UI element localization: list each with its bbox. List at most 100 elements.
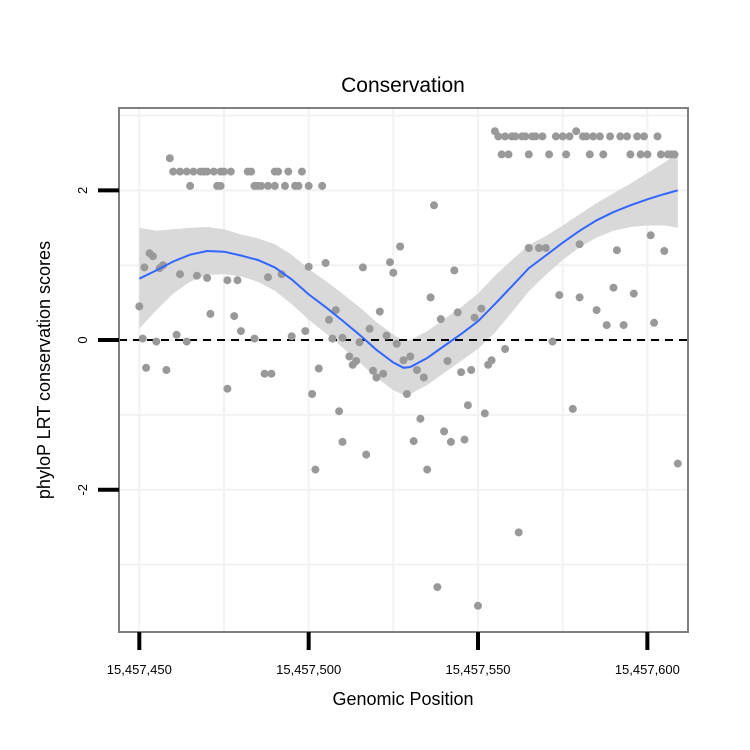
data-point bbox=[575, 240, 584, 249]
data-point bbox=[457, 368, 466, 377]
data-point bbox=[430, 201, 438, 210]
data-point bbox=[338, 437, 347, 446]
data-point bbox=[304, 181, 313, 190]
data-point bbox=[602, 321, 611, 330]
data-point bbox=[453, 308, 462, 317]
data-point bbox=[308, 390, 317, 398]
data-point bbox=[406, 352, 415, 361]
data-point bbox=[653, 132, 662, 141]
data-point bbox=[294, 181, 303, 190]
data-point bbox=[223, 384, 232, 393]
data-point bbox=[409, 437, 418, 446]
data-point bbox=[189, 167, 198, 176]
data-point bbox=[382, 331, 391, 340]
data-point bbox=[572, 127, 581, 136]
y-tick-label: 0 bbox=[75, 336, 90, 343]
data-point bbox=[176, 270, 184, 279]
data-point bbox=[325, 315, 333, 324]
data-point bbox=[257, 181, 266, 190]
data-point bbox=[555, 291, 564, 300]
data-point bbox=[220, 167, 228, 176]
data-point bbox=[365, 324, 374, 333]
data-point bbox=[504, 150, 513, 159]
data-point bbox=[633, 132, 642, 141]
data-point bbox=[626, 150, 635, 159]
data-point bbox=[135, 302, 144, 311]
data-point bbox=[236, 327, 245, 336]
data-point bbox=[419, 373, 428, 382]
x-tick-label: 15,457,550 bbox=[445, 662, 510, 677]
data-point bbox=[524, 150, 533, 159]
data-point bbox=[297, 167, 306, 176]
data-point bbox=[545, 150, 554, 159]
data-point bbox=[138, 334, 147, 343]
chart-title: Conservation bbox=[341, 74, 465, 97]
data-point bbox=[392, 339, 401, 348]
data-point bbox=[480, 409, 489, 418]
y-tick-label: -2 bbox=[75, 484, 90, 496]
data-point bbox=[609, 283, 618, 292]
data-point bbox=[446, 437, 455, 446]
data-point bbox=[585, 150, 594, 159]
data-point bbox=[616, 132, 625, 141]
data-point bbox=[396, 242, 405, 251]
data-point bbox=[142, 363, 151, 372]
data-point bbox=[423, 465, 432, 474]
data-point bbox=[541, 244, 550, 252]
data-point bbox=[670, 150, 679, 159]
data-point bbox=[355, 338, 364, 347]
data-point bbox=[321, 259, 330, 267]
data-points bbox=[135, 127, 682, 610]
data-point bbox=[301, 327, 310, 336]
data-point bbox=[375, 307, 384, 316]
data-point bbox=[267, 369, 276, 378]
data-point bbox=[152, 337, 161, 346]
data-point bbox=[233, 276, 242, 285]
data-point bbox=[548, 337, 557, 346]
data-point bbox=[386, 258, 394, 267]
data-point bbox=[673, 459, 682, 468]
confidence-band bbox=[139, 152, 678, 395]
data-point bbox=[460, 435, 469, 444]
data-point bbox=[162, 366, 171, 374]
data-point bbox=[443, 357, 452, 365]
data-point bbox=[250, 334, 259, 343]
data-point bbox=[463, 401, 472, 410]
data-point bbox=[369, 366, 377, 375]
data-point bbox=[182, 167, 191, 176]
data-point bbox=[284, 167, 293, 176]
data-point bbox=[416, 414, 425, 423]
data-point bbox=[477, 304, 486, 313]
data-point bbox=[595, 132, 604, 141]
data-point bbox=[433, 583, 442, 592]
data-point bbox=[216, 181, 225, 190]
x-tick-label: 15,457,600 bbox=[615, 662, 680, 677]
data-point bbox=[203, 167, 212, 176]
data-point bbox=[331, 306, 340, 315]
data-point bbox=[629, 289, 638, 298]
smooth-line bbox=[138, 189, 679, 369]
data-point bbox=[176, 167, 184, 176]
data-point bbox=[338, 333, 347, 342]
x-tick-label: 15,457,450 bbox=[107, 662, 172, 677]
data-point bbox=[535, 244, 543, 252]
data-point bbox=[511, 132, 520, 141]
data-point bbox=[575, 293, 584, 302]
data-point bbox=[551, 132, 560, 141]
data-point bbox=[172, 330, 181, 339]
data-point bbox=[470, 313, 479, 322]
data-point bbox=[223, 276, 232, 285]
data-point bbox=[565, 132, 574, 141]
y-tick-label: 2 bbox=[75, 187, 90, 194]
data-point bbox=[192, 271, 201, 280]
data-point bbox=[379, 369, 388, 378]
data-point bbox=[318, 181, 327, 190]
data-point bbox=[314, 364, 323, 373]
data-point bbox=[352, 357, 361, 365]
data-point bbox=[612, 246, 621, 255]
data-point bbox=[165, 154, 174, 163]
x-tick-label: 15,457,500 bbox=[276, 662, 341, 677]
data-point bbox=[140, 263, 149, 272]
data-point bbox=[226, 167, 235, 176]
